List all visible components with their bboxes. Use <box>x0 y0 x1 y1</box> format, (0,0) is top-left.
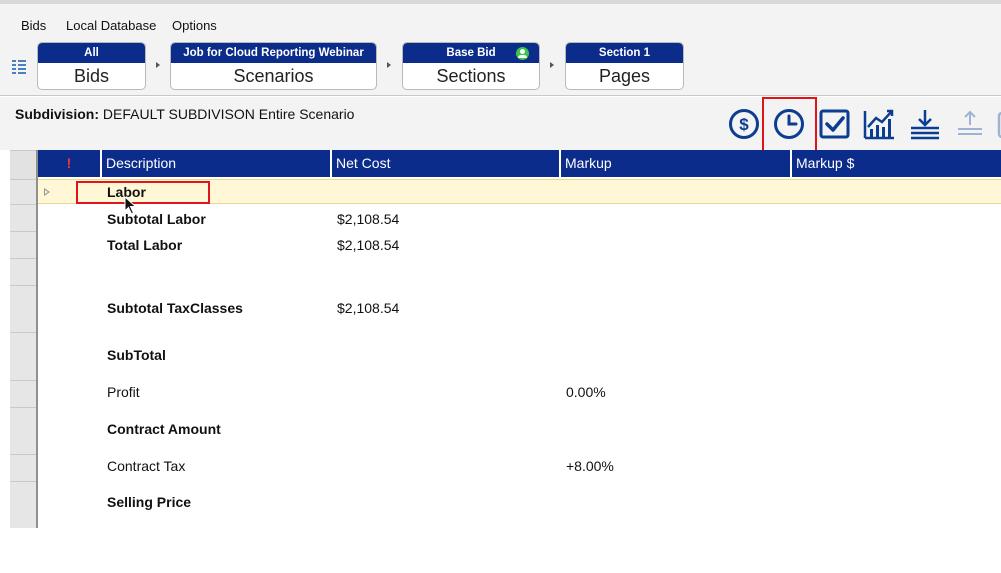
breadcrumb-bids-label: Bids <box>73 66 109 86</box>
expand-triangle-icon[interactable] <box>44 188 50 196</box>
menu-options[interactable]: Options <box>172 18 217 33</box>
table-cell-description[interactable]: Subtotal Labor <box>107 211 206 227</box>
breadcrumb-bids-context: All <box>38 43 145 63</box>
clock-icon[interactable] <box>772 107 806 141</box>
column-header-net-cost[interactable]: Net Cost <box>332 150 561 177</box>
breadcrumb-bids[interactable]: All Bids <box>37 42 146 90</box>
chevron-right-icon <box>387 62 391 68</box>
table-cell-description[interactable]: Subtotal TaxClasses <box>107 300 243 316</box>
column-header-description[interactable]: Description <box>102 150 332 177</box>
table-cell-description[interactable]: Contract Tax <box>107 458 186 474</box>
mouse-cursor-icon <box>124 196 137 215</box>
table-cell-net-cost[interactable]: $2,108.54 <box>337 237 400 253</box>
breadcrumb-sections-context: Base Bid <box>403 43 539 63</box>
breadcrumb-pages-context: Section 1 <box>566 43 683 63</box>
list-view-icon[interactable] <box>12 60 30 76</box>
row-header[interactable] <box>10 380 36 407</box>
upload-icon[interactable] <box>953 107 987 141</box>
row-header[interactable] <box>10 481 36 528</box>
dollar-icon[interactable]: $ <box>727 107 761 141</box>
svg-text:$: $ <box>739 115 749 134</box>
table-cell-description[interactable]: Contract Amount <box>107 421 221 437</box>
chevron-right-icon <box>550 62 554 68</box>
row-header[interactable] <box>10 231 36 258</box>
subdivision-value: DEFAULT SUBDIVISON Entire Scenario <box>102 106 355 122</box>
clock-button-highlight <box>762 97 817 152</box>
table-cell-description[interactable]: Profit <box>107 384 140 400</box>
user-icon <box>516 47 529 60</box>
table-cell-description[interactable]: SubTotal <box>107 347 166 363</box>
table-cell-description[interactable]: Total Labor <box>107 237 183 253</box>
breadcrumb-pages[interactable]: Section 1 Pages <box>565 42 684 90</box>
subdivision-label: Subdivision: <box>15 106 99 122</box>
breadcrumb-sections-label: Sections <box>436 66 506 86</box>
chart-icon[interactable] <box>862 107 896 141</box>
more-toolbar-icon[interactable] <box>996 107 1001 141</box>
row-header-column <box>10 150 38 528</box>
menu-bar: Bids Local Database Options <box>0 4 1001 40</box>
download-icon[interactable] <box>908 107 942 141</box>
row-header-corner[interactable] <box>10 150 36 179</box>
breadcrumb: All Bids Job for Cloud Reporting Webinar… <box>0 40 1001 96</box>
breadcrumb-scenarios-context: Job for Cloud Reporting Webinar <box>171 43 376 63</box>
row-header[interactable] <box>10 332 36 380</box>
column-header-markup-dollar[interactable]: Markup $ <box>792 150 1001 177</box>
column-header-markup[interactable]: Markup <box>561 150 792 177</box>
table-cell-markup[interactable]: +8.00% <box>566 458 614 474</box>
table-cell-net-cost[interactable]: $2,108.54 <box>337 300 400 316</box>
breadcrumb-pages-label: Pages <box>598 66 651 86</box>
table-cell-net-cost[interactable]: $2,108.54 <box>337 211 400 227</box>
checkmark-icon[interactable] <box>818 107 852 141</box>
subdivision-info: Subdivision: DEFAULT SUBDIVISON Entire S… <box>15 106 354 122</box>
row-header[interactable] <box>10 179 36 204</box>
chevron-right-icon <box>156 62 160 68</box>
row-header[interactable] <box>10 454 36 481</box>
breadcrumb-sections[interactable]: Base Bid Sections <box>402 42 540 90</box>
row-header[interactable] <box>10 285 36 332</box>
menu-local-database[interactable]: Local Database <box>66 18 157 33</box>
menu-bids[interactable]: Bids <box>21 18 47 33</box>
row-header[interactable] <box>10 258 36 285</box>
breadcrumb-sections-context-text: Base Bid <box>446 47 496 59</box>
row-header[interactable] <box>10 407 36 454</box>
column-header-flag[interactable]: ! <box>38 150 102 177</box>
toolbar: Subdivision: DEFAULT SUBDIVISON Entire S… <box>0 97 1001 152</box>
row-header[interactable] <box>10 204 36 231</box>
breadcrumb-scenarios-label: Scenarios <box>233 66 314 86</box>
table-cell-markup[interactable]: 0.00% <box>566 384 606 400</box>
breadcrumb-scenarios[interactable]: Job for Cloud Reporting Webinar Scenario… <box>170 42 377 90</box>
cost-grid: ! Description Net Cost Markup Markup $ L… <box>10 150 1001 528</box>
table-cell-description[interactable]: Labor <box>107 184 146 200</box>
table-row-selected[interactable] <box>38 179 1001 204</box>
window-top-border <box>0 0 1001 4</box>
labor-row-highlight <box>76 181 210 204</box>
table-cell-description[interactable]: Selling Price <box>107 494 192 510</box>
